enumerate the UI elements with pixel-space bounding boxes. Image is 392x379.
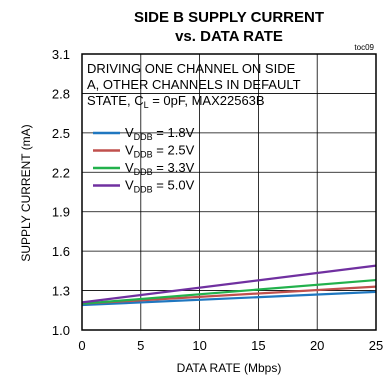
grid (82, 54, 376, 330)
x-tick-label: 10 (192, 338, 206, 353)
annotation-line2: A, OTHER CHANNELS IN DEFAULT (87, 77, 301, 92)
y-tick-label: 1.3 (52, 284, 70, 299)
y-tick-label: 3.1 (52, 47, 70, 62)
series-line (81, 278, 377, 305)
chart-title-line1: SIDE B SUPPLY CURRENT (134, 9, 324, 26)
y-tick-labels: 1.0 1.3 1.6 1.9 2.2 2.5 2.8 3.1 (52, 47, 70, 338)
y-tick-label: 2.2 (52, 165, 70, 180)
annotation: DRIVING ONE CHANNEL ON SIDE A, OTHER CHA… (87, 61, 301, 110)
x-axis-label: DATA RATE (Mbps) (177, 361, 282, 375)
y-tick-label: 1.9 (52, 205, 70, 220)
legend-label: VDDB = 5.0V (125, 178, 195, 195)
series-lines (81, 264, 377, 307)
x-tick-label: 15 (251, 338, 265, 353)
figure-id: toc09 (354, 43, 374, 52)
plot-frame (81, 53, 377, 331)
annotation-line3-rest: = 0pF, MAX22563B (149, 93, 265, 108)
y-tick-label: 2.5 (52, 126, 70, 141)
annotation-line1: DRIVING ONE CHANNEL ON SIDE (87, 61, 296, 76)
y-axis-label: SUPPLY CURRENT (mA) (19, 124, 33, 261)
chart-title-line2: vs. DATA RATE (175, 28, 283, 45)
legend-label: VDDB = 3.3V (125, 160, 195, 177)
series-line (81, 290, 377, 307)
x-tick-label: 0 (78, 338, 85, 353)
legend-label: VDDB = 1.8V (125, 125, 195, 142)
series-line (81, 264, 377, 304)
y-tick-label: 1.0 (52, 323, 70, 338)
annotation-line3-sub: L (144, 100, 149, 110)
x-tick-label: 20 (310, 338, 324, 353)
x-tick-label: 5 (137, 338, 144, 353)
annotation-line3: STATE, CL = 0pF, MAX22563B (87, 93, 265, 110)
y-tick-label: 2.8 (52, 86, 70, 101)
y-tick-label: 1.6 (52, 244, 70, 259)
annotation-line3-main: STATE, C (87, 93, 144, 108)
x-tick-labels: 0 5 10 15 20 25 (78, 338, 383, 353)
legend-label: VDDB = 2.5V (125, 143, 195, 160)
x-tick-label: 25 (369, 338, 383, 353)
